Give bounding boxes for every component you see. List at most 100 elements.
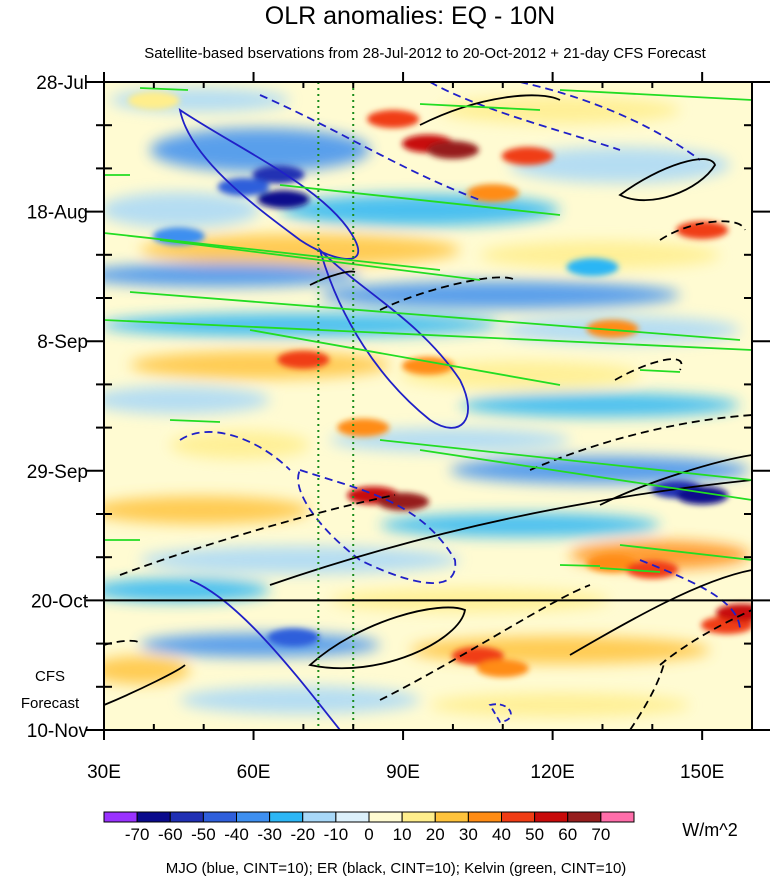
er-contour <box>309 270 356 286</box>
anomaly-cell <box>426 140 479 159</box>
mjo-contour <box>429 82 621 151</box>
mjo-contour <box>639 559 741 631</box>
y-tick-label: 10-Nov <box>27 721 89 742</box>
y-tick-label: 18-Aug <box>27 203 88 224</box>
colorbar-label: 70 <box>591 825 610 844</box>
kelvin-contour <box>559 564 601 567</box>
colorbar-swatch <box>567 811 602 823</box>
er-contour <box>104 664 186 706</box>
er-contour <box>269 479 752 586</box>
kelvin-contour <box>419 449 752 501</box>
anomaly-cell <box>277 350 330 369</box>
chart-title: OLR anomalies: EQ - 10N <box>265 2 555 30</box>
mjo-contour <box>318 246 469 429</box>
y-axis: 28-Jul 18-Aug 8-Sep 29-Sep 20-Oct 10-Nov <box>27 73 770 742</box>
kelvin-contour <box>419 103 541 111</box>
colorbar-label: -70 <box>125 825 150 844</box>
anomaly-cell <box>476 659 529 678</box>
er-contour <box>659 220 746 241</box>
colorbar-label: 50 <box>525 825 544 844</box>
mjo-contour <box>297 468 456 584</box>
anomaly-cell <box>337 418 390 437</box>
er-contour <box>379 584 591 701</box>
colorbar-swatch <box>169 811 204 823</box>
anomaly-cell <box>626 560 679 579</box>
colorbar: -70 -60 -50 -40 -30 -20 -10 0 10 20 30 40 50 60 70 <box>103 811 635 844</box>
er-contour <box>119 494 396 576</box>
er-contour <box>659 609 752 666</box>
chart-subtitle: Satellite-based bservations from 28-Jul-… <box>144 45 706 62</box>
y-tick-label: 28-Jul <box>36 73 88 94</box>
forecast-label-2: Forecast <box>21 695 80 712</box>
er-contour <box>379 276 516 311</box>
anomaly-cell <box>367 110 420 129</box>
er-contour <box>618 158 716 201</box>
field-texture <box>104 88 750 717</box>
colorbar-swatch <box>136 811 171 823</box>
colorbar-units: W/m^2 <box>682 820 737 840</box>
colorbar-swatch <box>269 811 304 823</box>
kelvin-contour <box>104 232 441 271</box>
mjo-contour <box>179 431 291 471</box>
anomaly-cell <box>257 190 310 209</box>
colorbar-swatch <box>302 811 337 823</box>
mjo-contour <box>189 579 341 730</box>
colorbar-label: 40 <box>492 825 511 844</box>
y-tick-label: 29-Sep <box>27 462 88 483</box>
kelvin-contour <box>559 89 752 101</box>
kelvin-contour <box>599 567 661 573</box>
kelvin-contour <box>619 544 752 561</box>
kelvin-contour <box>379 439 752 481</box>
mjo-contours <box>178 82 741 730</box>
er-contour <box>614 358 683 381</box>
x-tick-label: 90E <box>386 762 420 783</box>
colorbar-swatch <box>236 811 271 823</box>
anomaly-cell <box>466 184 519 203</box>
kelvin-contour <box>139 87 189 91</box>
anomaly-cell <box>676 221 729 240</box>
mjo-contour <box>488 703 512 723</box>
kelvin-contour <box>104 319 752 351</box>
colorbar-label: 10 <box>393 825 412 844</box>
x-tick-label: 30E <box>87 762 121 783</box>
kelvin-contour <box>279 184 561 216</box>
plot-frame <box>103 81 753 731</box>
kelvin-contour <box>159 239 481 281</box>
colorbar-label: -10 <box>324 825 349 844</box>
kelvin-contour <box>639 369 681 373</box>
reference-lines <box>317 82 355 730</box>
olr-anomaly-field <box>127 91 752 678</box>
kelvin-contour <box>249 329 561 386</box>
x-axis: 30E 60E 90E 120E 150E <box>87 72 753 783</box>
mjo-contour <box>519 82 701 161</box>
anomaly-cell <box>586 319 639 338</box>
colorbar-label: -50 <box>191 825 216 844</box>
x-tick-label: 120E <box>530 762 574 783</box>
colorbar-label: -20 <box>290 825 315 844</box>
colorbar-swatch <box>534 811 569 823</box>
er-contour <box>629 659 666 730</box>
colorbar-label: -40 <box>224 825 249 844</box>
colorbar-swatch <box>501 811 536 823</box>
colorbar-swatch <box>434 811 469 823</box>
colorbar-swatch <box>600 811 635 823</box>
colorbar-label: 20 <box>426 825 445 844</box>
anomaly-cell <box>127 91 180 110</box>
y-tick-label: 20-Oct <box>31 591 89 612</box>
kelvin-contour <box>169 419 221 423</box>
kelvin-contour <box>129 291 741 341</box>
contour-legend-footer: MJO (blue, CINT=10); ER (black, CINT=10)… <box>166 860 627 877</box>
plot-area <box>104 82 752 730</box>
anomaly-cell <box>501 147 554 166</box>
kelvin-contours <box>104 87 752 573</box>
mjo-contour <box>178 108 360 260</box>
colorbar-label: -60 <box>158 825 183 844</box>
forecast-label-1: CFS <box>35 668 65 685</box>
colorbar-swatch <box>368 811 403 823</box>
colorbar-swatch <box>467 811 502 823</box>
x-tick-label: 60E <box>237 762 271 783</box>
anomaly-cell <box>377 492 430 511</box>
colorbar-label: 0 <box>364 825 373 844</box>
colorbar-swatch <box>401 811 436 823</box>
er-contour <box>308 606 467 670</box>
